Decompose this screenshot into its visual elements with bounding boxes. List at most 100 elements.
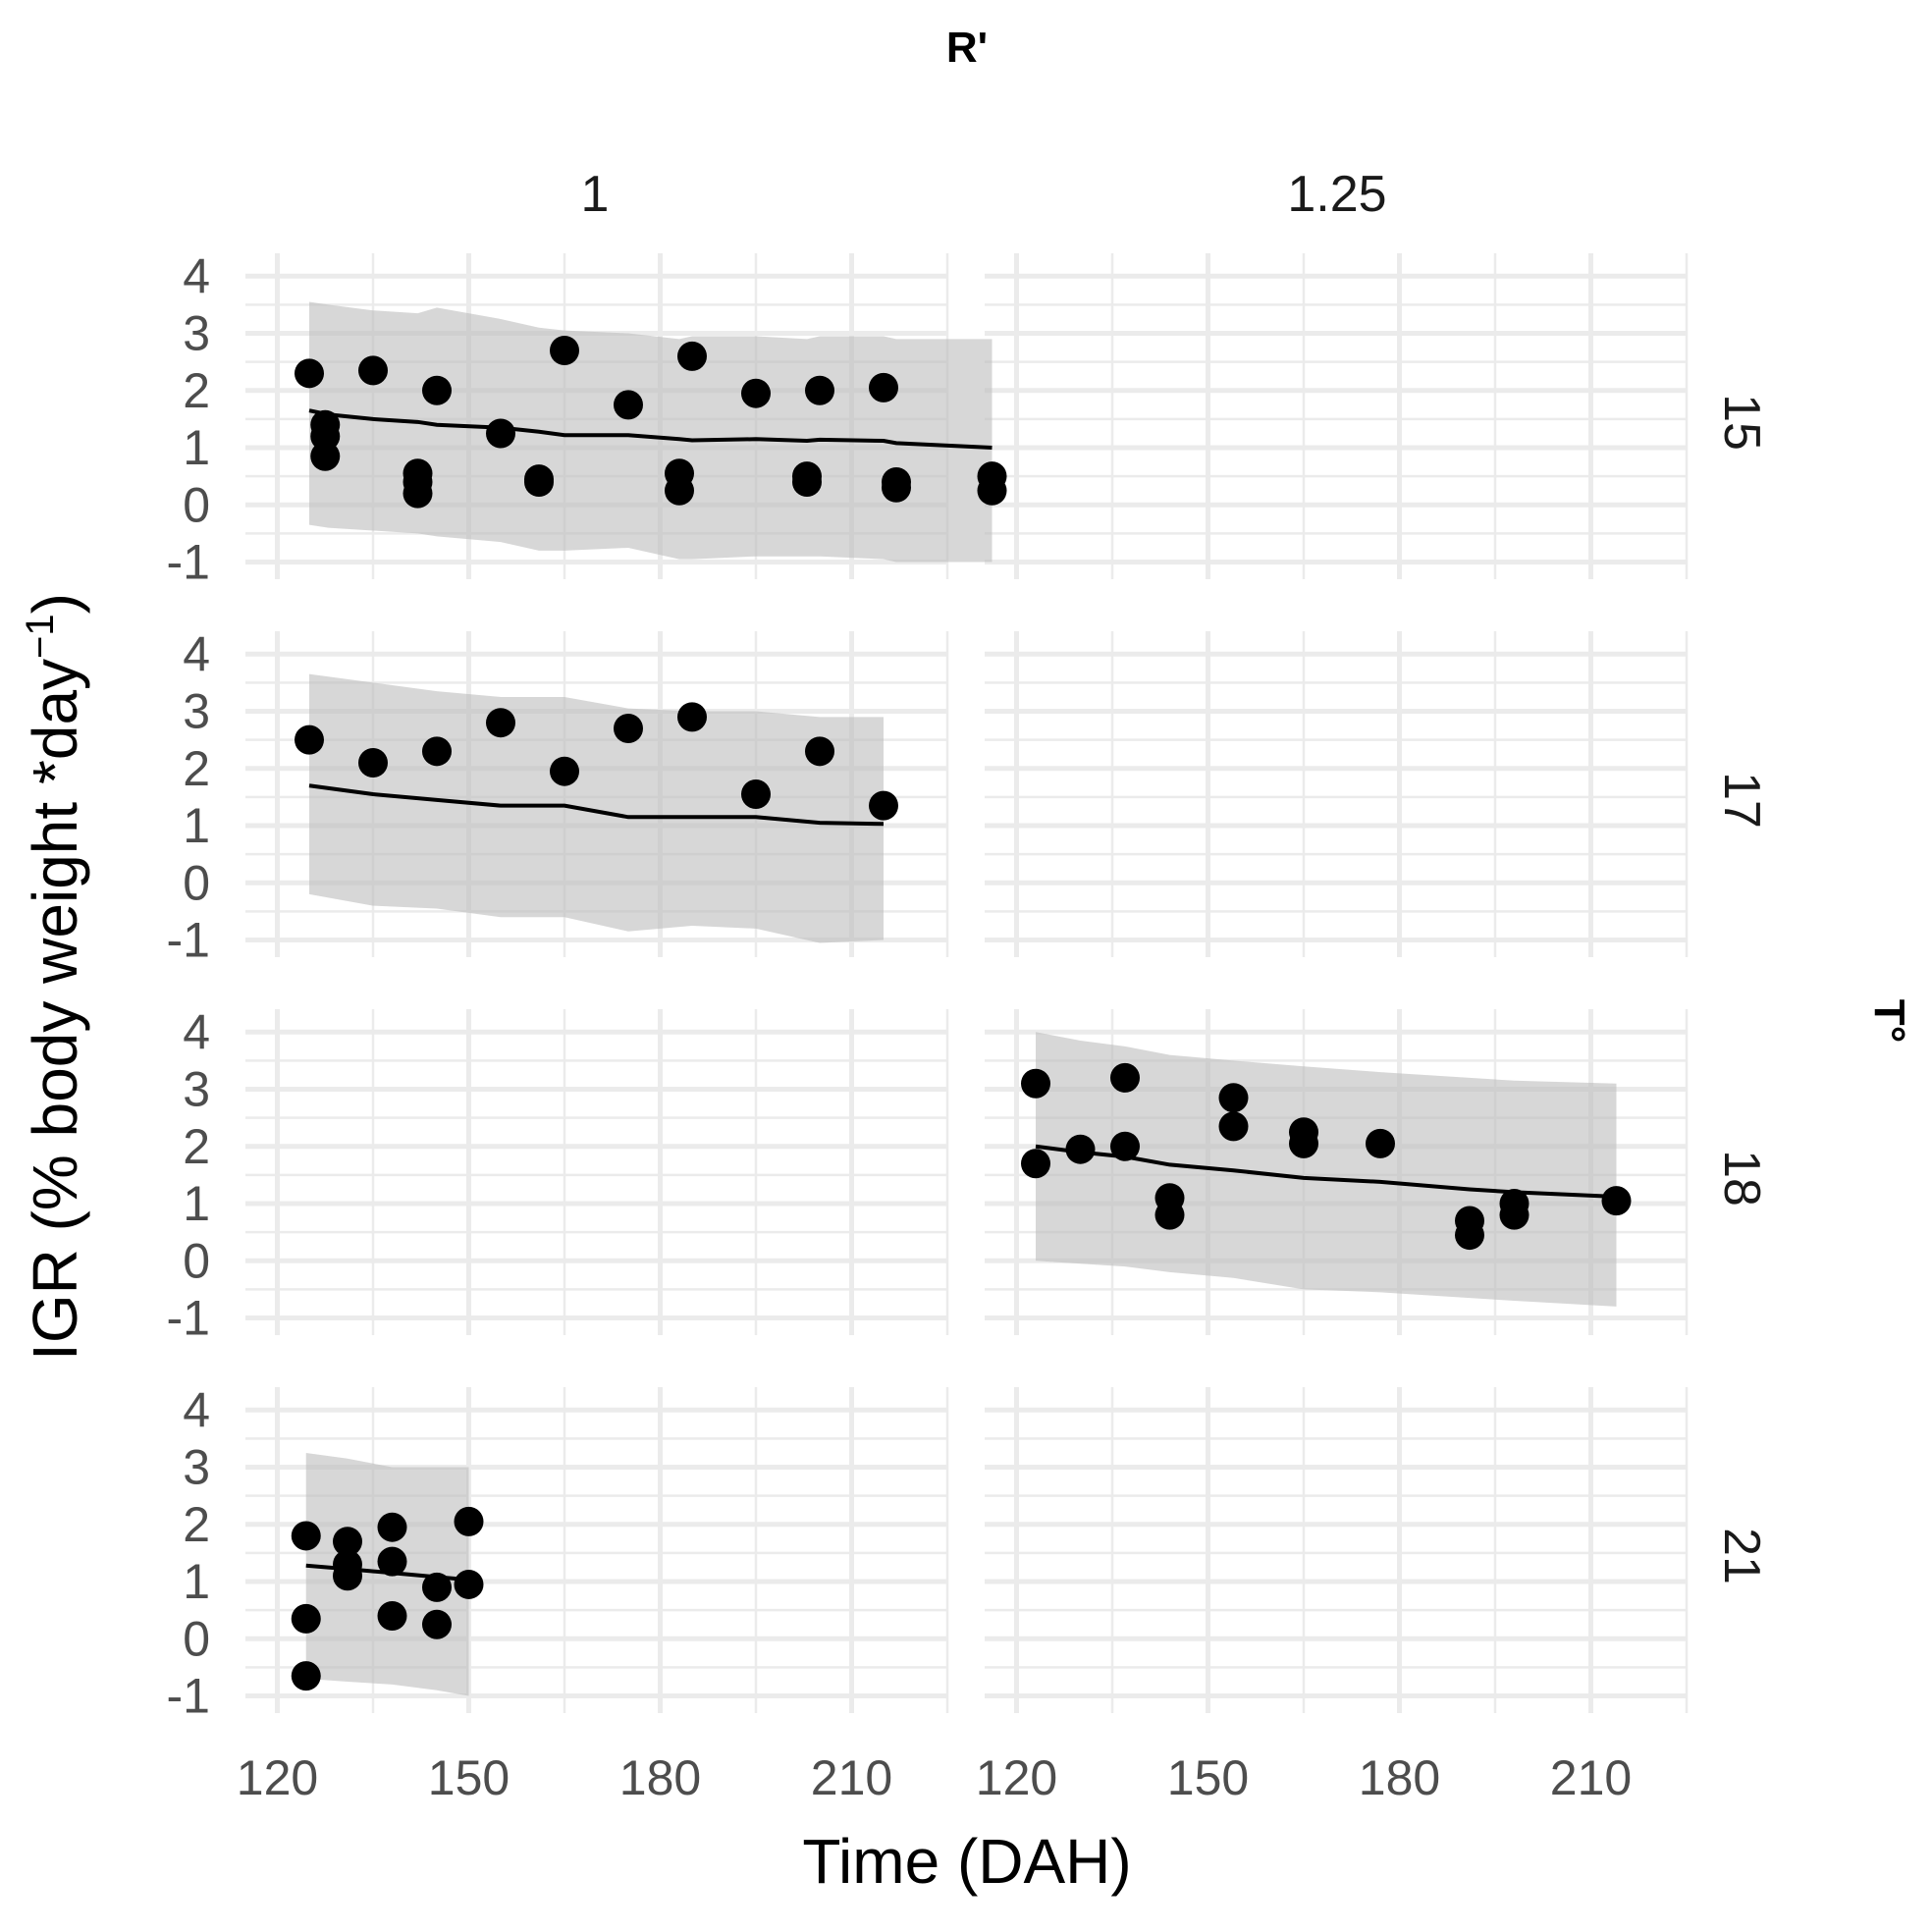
data-point [524, 466, 554, 497]
data-point [792, 466, 822, 497]
x-tick-label: 120 [237, 1750, 318, 1805]
data-point [486, 418, 515, 449]
data-point [977, 475, 1007, 506]
data-point [310, 441, 341, 471]
column-strip-label-1: 1 [581, 166, 610, 223]
data-point [741, 779, 771, 809]
y-tick-label: 0 [183, 1611, 210, 1666]
prediction-ribbon [309, 673, 884, 943]
data-point [358, 355, 388, 386]
y-tick-label: 0 [183, 1233, 210, 1288]
fitted-line [1035, 1144, 1617, 1200]
x-tick-label: 150 [428, 1750, 510, 1805]
data-point [869, 372, 898, 402]
y-tick-label: 2 [183, 1497, 210, 1552]
y-tick-label: 4 [183, 248, 210, 303]
data-point [882, 472, 911, 503]
y-tick-label: 3 [183, 306, 210, 361]
data-point [805, 736, 834, 767]
data-point [677, 702, 707, 732]
fitted-line [308, 408, 993, 451]
y-tick-label: 1 [183, 1554, 210, 1609]
y-tick-label: -1 [167, 1291, 210, 1346]
data-point [454, 1569, 484, 1599]
column-strip-label-2: 1.25 [1287, 166, 1386, 223]
y-axis-title-main: IGR (% body weight *day [20, 659, 90, 1361]
data-point [1455, 1220, 1484, 1251]
data-point [291, 1521, 321, 1551]
data-point [377, 1546, 407, 1577]
data-point [422, 1572, 452, 1602]
data-point [1021, 1068, 1050, 1099]
y-tick-label: 2 [183, 1119, 210, 1174]
x-tick-label: 210 [811, 1750, 892, 1805]
data-point [1289, 1128, 1318, 1158]
y-tick-label: -1 [167, 535, 210, 590]
data-point [550, 336, 579, 366]
data-point [377, 1512, 407, 1542]
data-point [805, 375, 834, 405]
y-tick-label: 4 [183, 1382, 210, 1437]
row-strip-label-4: 21 [1713, 1528, 1770, 1584]
y-tick-label: 3 [183, 1440, 210, 1495]
y-tick-label: 4 [183, 626, 210, 681]
data-point [295, 358, 324, 389]
data-point [1366, 1128, 1395, 1158]
row-strip-label-3: 18 [1713, 1150, 1770, 1207]
y-tick-label: -1 [167, 913, 210, 968]
row-strip-label-2: 17 [1713, 772, 1770, 829]
data-point [295, 724, 324, 755]
data-point [422, 1609, 452, 1639]
data-point [1021, 1149, 1050, 1179]
data-point [454, 1506, 484, 1536]
data-point [291, 1603, 321, 1634]
y-axis-title-close: ) [20, 593, 90, 614]
y-tick-label: 3 [183, 684, 210, 739]
data-point [1065, 1134, 1096, 1164]
data-point [402, 478, 433, 509]
data-point [1601, 1186, 1632, 1216]
prediction-ribbon [309, 301, 993, 563]
x-tick-label: 120 [976, 1750, 1057, 1805]
facet-row-title: T° [1865, 999, 1913, 1043]
data-point [1154, 1200, 1185, 1230]
y-tick-label: 1 [183, 420, 210, 475]
data-point [422, 736, 452, 767]
data-point [741, 378, 771, 408]
data-point [377, 1600, 407, 1631]
data-point [333, 1527, 362, 1557]
y-tick-label: 4 [183, 1004, 210, 1059]
x-tick-label: 180 [619, 1750, 701, 1805]
row-strip-label-1: 15 [1713, 394, 1770, 451]
data-point [422, 375, 452, 405]
data-point [291, 1661, 321, 1691]
data-point [333, 1561, 362, 1591]
x-tick-label: 150 [1167, 1750, 1249, 1805]
data-point [1110, 1131, 1140, 1161]
x-axis-title: Time (DAH) [802, 1826, 1131, 1897]
fitted-line [308, 783, 885, 827]
x-tick-label: 210 [1550, 1750, 1632, 1805]
data-point [665, 475, 694, 506]
data-point [614, 390, 643, 420]
data-layer [291, 301, 1632, 1696]
data-point [486, 708, 515, 738]
data-point [358, 747, 388, 778]
y-axis-title-superscript: −1 [19, 614, 62, 659]
y-tick-label: 2 [183, 363, 210, 418]
y-tick-label: 1 [183, 1176, 210, 1231]
data-point [1218, 1111, 1249, 1142]
y-tick-label: 1 [183, 798, 210, 853]
data-point [1499, 1200, 1530, 1230]
data-point [869, 790, 898, 821]
data-point [614, 714, 643, 744]
y-axis-title: IGR (% body weight *day−1) [19, 593, 90, 1361]
y-tick-label: 0 [183, 477, 210, 532]
data-point [550, 756, 579, 786]
data-point [1218, 1083, 1249, 1113]
data-point [677, 341, 707, 371]
data-point [1110, 1062, 1140, 1093]
y-tick-label: -1 [167, 1669, 210, 1724]
